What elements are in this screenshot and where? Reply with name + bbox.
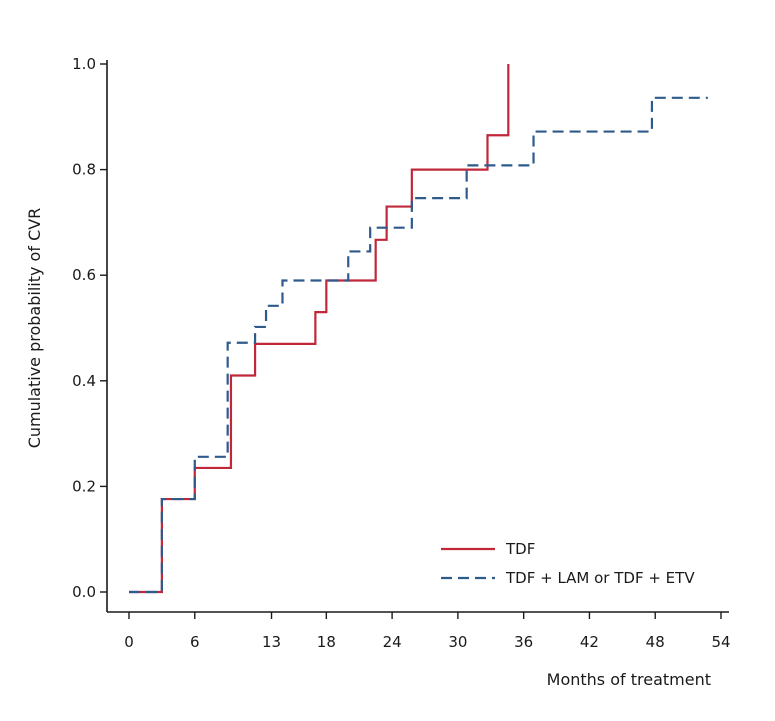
legend: TDF TDF + LAM or TDF + ETV [441, 540, 695, 587]
axes [106, 60, 729, 613]
y-axis-title: Cumulative probability of CVR [25, 208, 44, 449]
series-line-tdf [129, 64, 510, 594]
y-ticks: 0.0 0.2 0.4 0.6 0.8 1.0 [72, 55, 107, 601]
x-tick-label: 48 [646, 633, 665, 651]
series-layer [129, 64, 708, 594]
series-line-tdf-combo [129, 96, 708, 594]
x-tick-label: 6 [190, 633, 200, 651]
x-tick-label: 13 [262, 633, 281, 651]
x-tick-label: 42 [580, 633, 599, 651]
x-axis-title: Months of treatment [547, 670, 711, 689]
y-tick-label: 0.2 [72, 477, 96, 495]
x-tick-label: 54 [711, 633, 730, 651]
y-tick-label: 0.8 [72, 161, 96, 179]
x-tick-label: 0 [124, 633, 134, 651]
legend-label-tdf: TDF [505, 540, 535, 558]
y-tick-label: 0.6 [72, 266, 96, 284]
x-tick-label: 24 [383, 633, 402, 651]
y-tick-label: 0.0 [72, 583, 96, 601]
y-tick-label: 1.0 [72, 55, 96, 73]
x-ticks: 0 6 13 18 24 30 36 42 48 54 [124, 612, 731, 651]
x-tick-label: 18 [317, 633, 336, 651]
x-tick-label: 36 [514, 633, 533, 651]
x-tick-label: 30 [448, 633, 467, 651]
legend-label-tdf-combo: TDF + LAM or TDF + ETV [505, 569, 695, 587]
y-tick-label: 0.4 [72, 372, 96, 390]
